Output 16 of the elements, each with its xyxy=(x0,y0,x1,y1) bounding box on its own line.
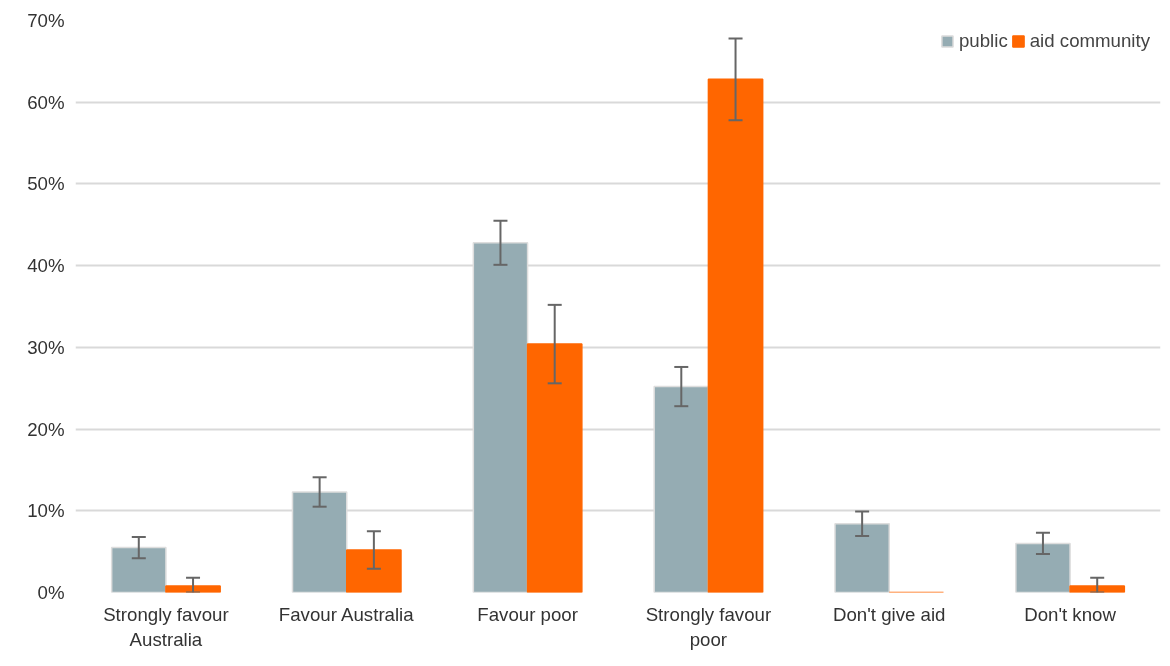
y-tick-label: 40% xyxy=(27,255,65,277)
y-tick-label: 70% xyxy=(27,10,65,31)
y-tick-label: 20% xyxy=(27,418,65,440)
x-tick-label: Favour poor xyxy=(477,603,578,625)
legend-label: public xyxy=(958,30,1008,52)
y-tick-label: 50% xyxy=(27,173,65,195)
legend-label: aid community xyxy=(1029,30,1150,52)
x-tick-label: Strongly favour Australia xyxy=(103,603,229,650)
y-tick-label: 0% xyxy=(37,582,65,603)
y-tick-label: 10% xyxy=(27,500,65,522)
y-tick-label: 60% xyxy=(27,91,65,113)
x-tick-label: Don't know xyxy=(1024,603,1117,625)
x-tick-label: Favour Australia xyxy=(278,603,415,625)
x-tick-label: Don't give aid xyxy=(833,603,946,625)
y-tick-label: 30% xyxy=(27,336,65,358)
x-tick-label: Strongly favour poor xyxy=(645,603,772,650)
